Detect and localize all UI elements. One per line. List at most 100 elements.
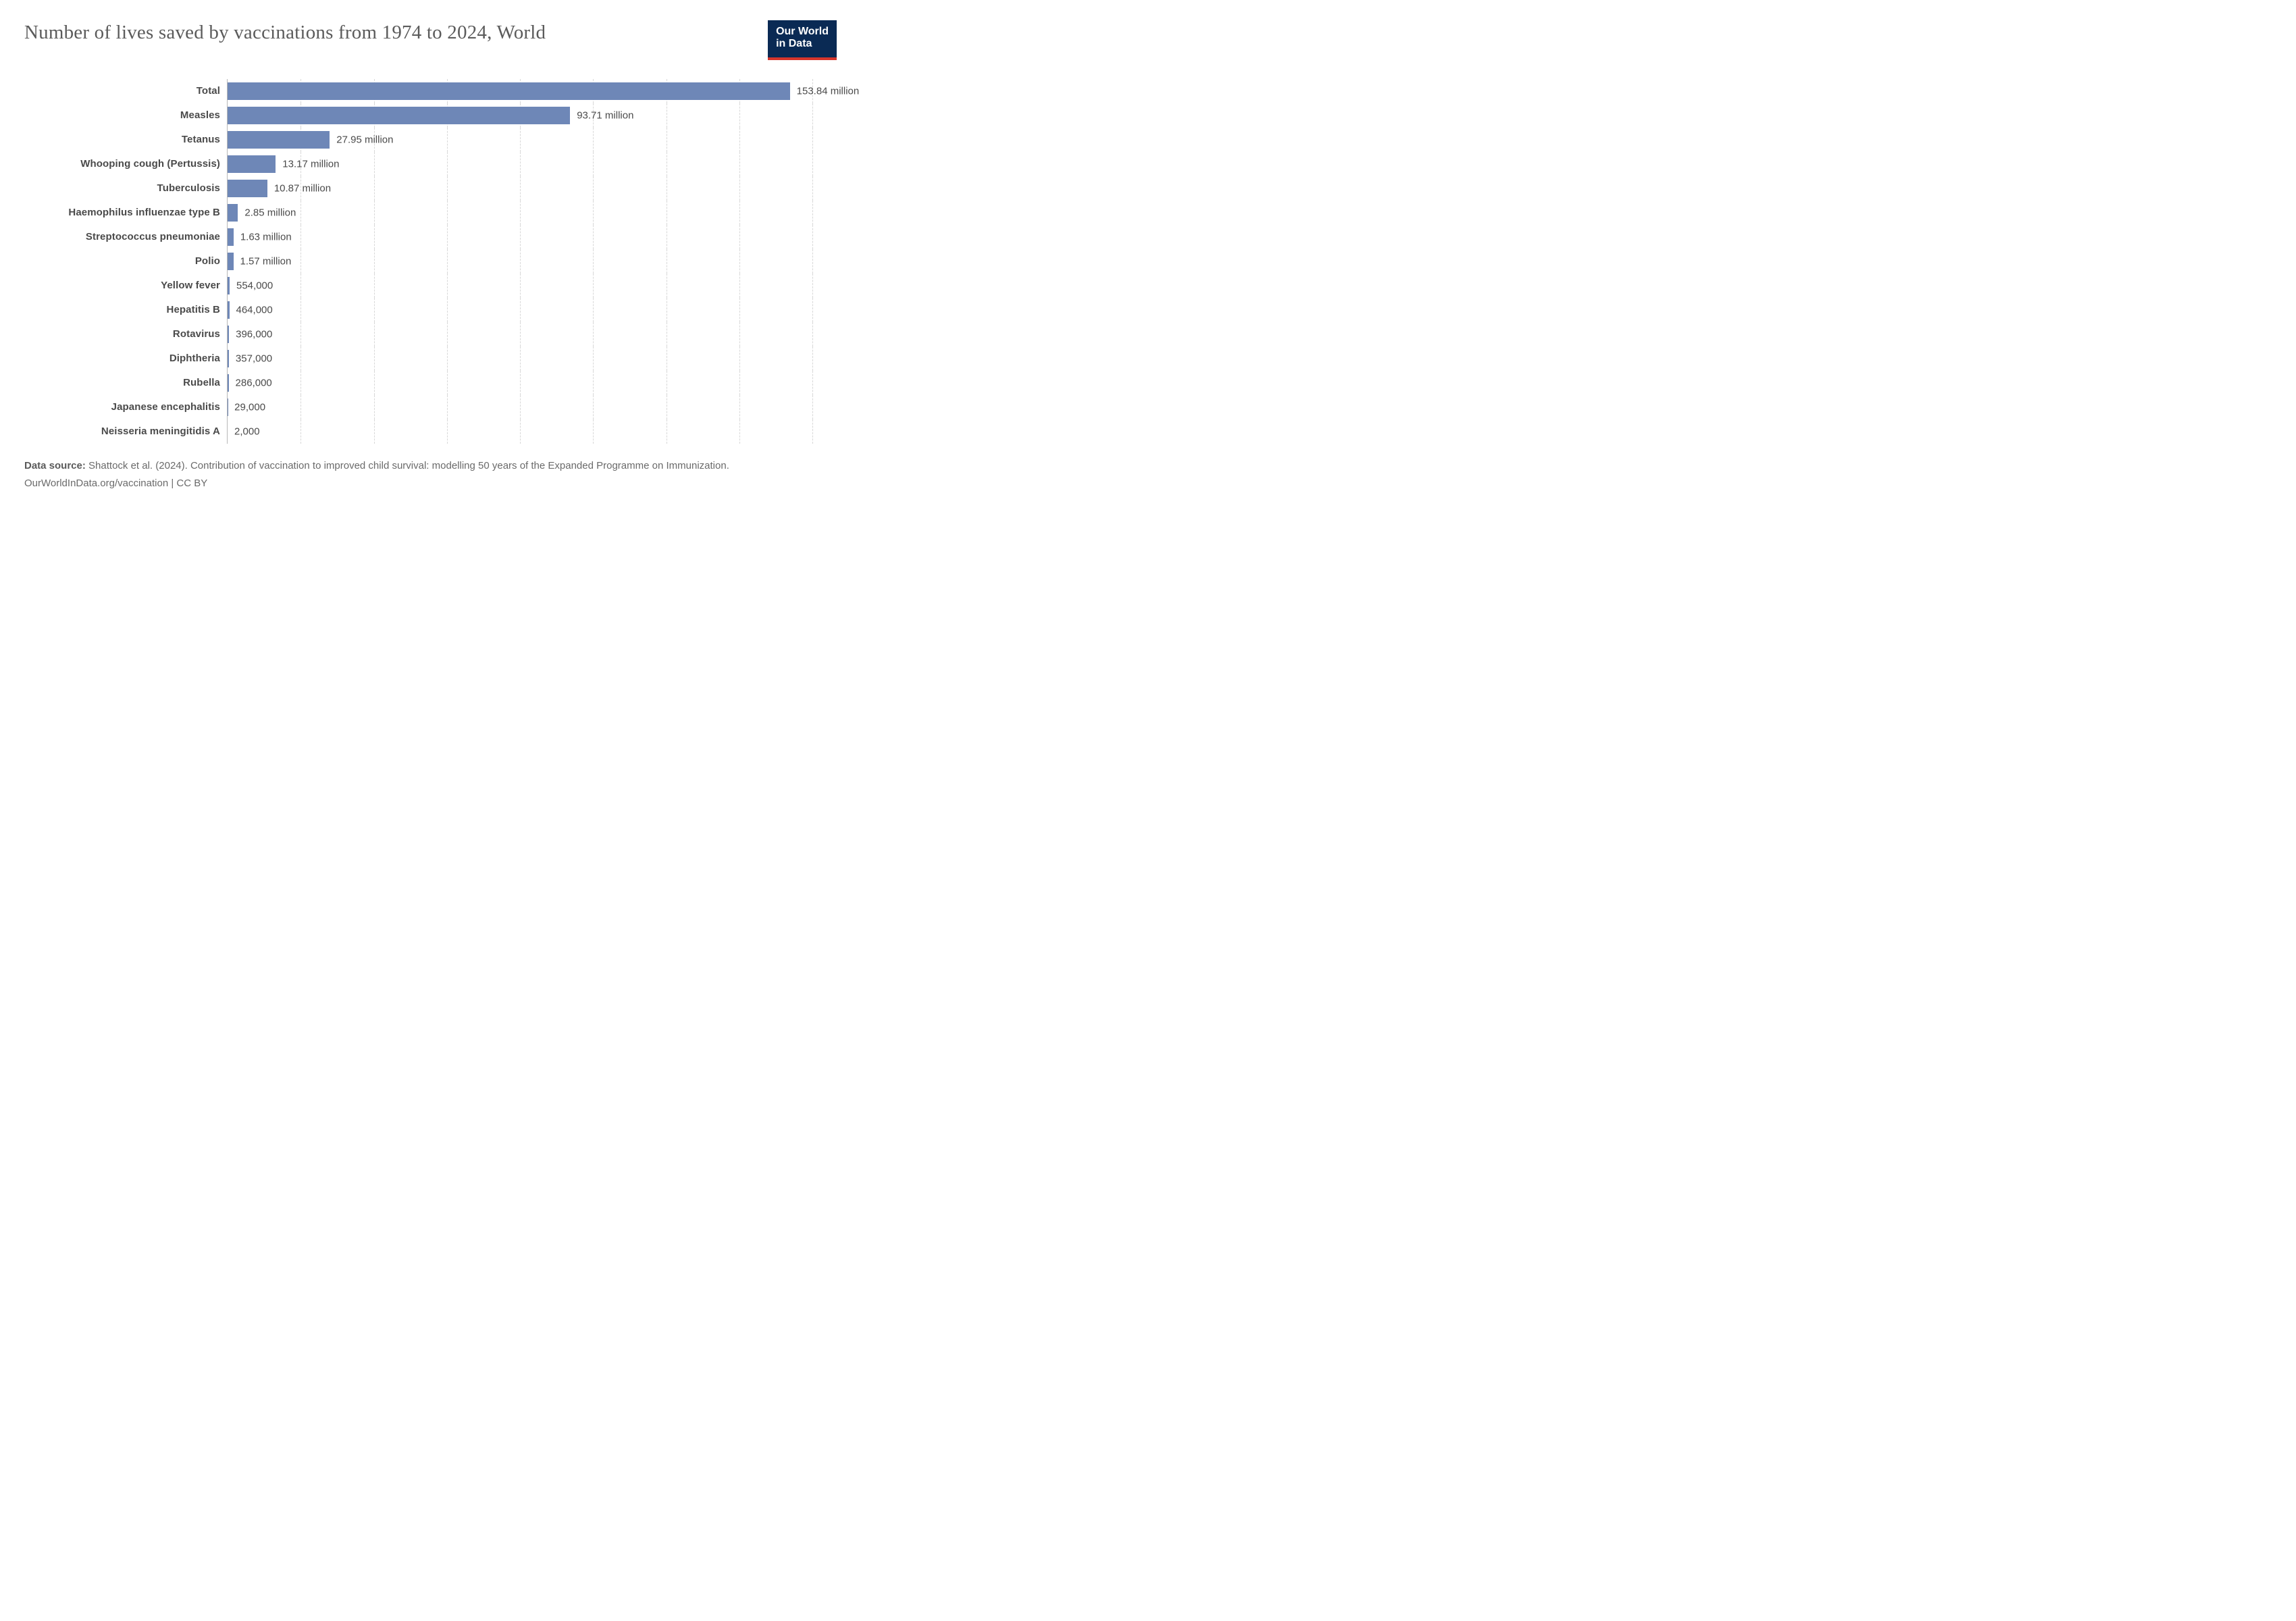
bar-row: Rubella286,000 xyxy=(24,371,837,395)
bar-value: 286,000 xyxy=(229,377,272,388)
owid-logo: Our World in Data xyxy=(768,20,837,60)
plot-cell: 1.57 million xyxy=(227,249,812,274)
gridline xyxy=(374,176,375,201)
bar: 1.57 million xyxy=(228,253,234,270)
gridline xyxy=(374,298,375,322)
gridline xyxy=(739,201,740,225)
bar-value: 2.85 million xyxy=(238,207,296,218)
bar-row: Neisseria meningitidis A2,000 xyxy=(24,419,837,444)
plot-grid xyxy=(228,395,812,419)
bar-value: 357,000 xyxy=(229,353,272,364)
plot-cell: 153.84 million xyxy=(227,79,812,103)
bar: 153.84 million xyxy=(228,82,790,100)
bar: 93.71 million xyxy=(228,107,570,124)
bar-label: Polio xyxy=(24,255,227,267)
gridline xyxy=(520,298,521,322)
gridline xyxy=(520,346,521,371)
gridline xyxy=(374,249,375,274)
gridline xyxy=(520,419,521,444)
gridline xyxy=(739,298,740,322)
bar-label: Whooping cough (Pertussis) xyxy=(24,158,227,170)
gridline xyxy=(812,249,813,274)
gridline xyxy=(593,249,594,274)
plot-cell: 29,000 xyxy=(227,395,812,419)
gridline xyxy=(447,298,448,322)
gridline xyxy=(374,225,375,249)
bar-row: Polio1.57 million xyxy=(24,249,837,274)
bar-row: Yellow fever554,000 xyxy=(24,274,837,298)
data-source-text: Shattock et al. (2024). Contribution of … xyxy=(88,460,729,471)
data-source-line: Data source: Shattock et al. (2024). Con… xyxy=(24,459,837,473)
plot-grid xyxy=(228,274,812,298)
bar-label: Haemophilus influenzae type B xyxy=(24,207,227,218)
bar: 554,000 xyxy=(228,277,230,294)
plot-cell: 13.17 million xyxy=(227,152,812,176)
gridline xyxy=(593,201,594,225)
gridline xyxy=(520,201,521,225)
gridline xyxy=(447,201,448,225)
gridline xyxy=(739,274,740,298)
logo-line-1: Our World xyxy=(776,26,829,38)
bar-label: Total xyxy=(24,85,227,97)
bar-value: 27.95 million xyxy=(330,134,393,145)
plot-grid xyxy=(228,346,812,371)
gridline xyxy=(374,201,375,225)
plot-cell: 357,000 xyxy=(227,346,812,371)
gridline xyxy=(374,322,375,346)
plot-grid xyxy=(228,201,812,225)
plot-cell: 286,000 xyxy=(227,371,812,395)
gridline xyxy=(593,298,594,322)
bar-value: 93.71 million xyxy=(570,109,633,121)
header-row: Number of lives saved by vaccinations fr… xyxy=(24,20,837,60)
gridline xyxy=(447,225,448,249)
bar: 357,000 xyxy=(228,350,229,367)
bar: 464,000 xyxy=(228,301,230,319)
gridline xyxy=(593,152,594,176)
bar-row: Japanese encephalitis29,000 xyxy=(24,395,837,419)
gridline xyxy=(447,346,448,371)
bar-value: 396,000 xyxy=(229,328,272,340)
gridline xyxy=(739,346,740,371)
chart-title: Number of lives saved by vaccinations fr… xyxy=(24,20,546,44)
logo-line-2: in Data xyxy=(776,38,829,50)
gridline xyxy=(447,249,448,274)
gridline xyxy=(739,419,740,444)
bar-label: Japanese encephalitis xyxy=(24,401,227,413)
bar-row: Measles93.71 million xyxy=(24,103,837,128)
bar-label: Hepatitis B xyxy=(24,304,227,315)
bar: 286,000 xyxy=(228,374,229,392)
bar-row: Hepatitis B464,000 xyxy=(24,298,837,322)
gridline xyxy=(374,346,375,371)
gridline xyxy=(520,322,521,346)
bar-value: 13.17 million xyxy=(276,158,339,170)
gridline xyxy=(739,176,740,201)
gridline xyxy=(374,395,375,419)
plot-grid xyxy=(228,419,812,444)
plot-cell: 2,000 xyxy=(227,419,812,444)
bar: 13.17 million xyxy=(228,155,276,173)
bar-row: Haemophilus influenzae type B 2.85 millio… xyxy=(24,201,837,225)
gridline xyxy=(812,128,813,152)
gridline xyxy=(812,225,813,249)
bar-label: Neisseria meningitidis A xyxy=(24,426,227,437)
gridline xyxy=(374,371,375,395)
bar-value: 1.63 million xyxy=(234,231,292,242)
bar-row: Whooping cough (Pertussis)13.17 million xyxy=(24,152,837,176)
plot-cell: 93.71 million xyxy=(227,103,812,128)
gridline xyxy=(593,225,594,249)
bar-row: Tetanus27.95 million xyxy=(24,128,837,152)
gridline xyxy=(812,201,813,225)
gridline xyxy=(739,103,740,128)
plot-cell: 27.95 million xyxy=(227,128,812,152)
gridline xyxy=(520,371,521,395)
bar-label: Yellow fever xyxy=(24,280,227,291)
plot-cell: 464,000 xyxy=(227,298,812,322)
chart-footer: Data source: Shattock et al. (2024). Con… xyxy=(24,459,837,491)
gridline xyxy=(447,128,448,152)
gridline xyxy=(374,274,375,298)
bar-label: Measles xyxy=(24,109,227,121)
gridline xyxy=(447,152,448,176)
bar-value: 2,000 xyxy=(228,426,260,437)
gridline xyxy=(739,128,740,152)
plot-grid xyxy=(228,371,812,395)
